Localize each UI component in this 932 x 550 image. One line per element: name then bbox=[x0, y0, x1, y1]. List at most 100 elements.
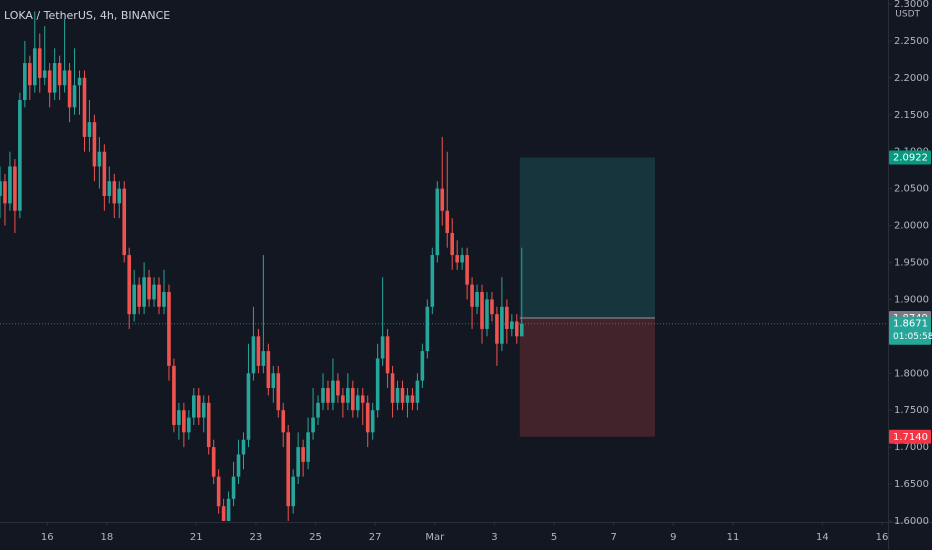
candle-body bbox=[514, 321, 519, 337]
candle-body bbox=[3, 181, 7, 204]
candle-body bbox=[331, 380, 335, 403]
candle-body bbox=[445, 210, 450, 233]
candle-body bbox=[122, 188, 127, 256]
candle-body bbox=[281, 410, 286, 433]
candle-body bbox=[286, 432, 291, 507]
candle-body bbox=[460, 255, 464, 263]
candle-body bbox=[261, 351, 266, 366]
candle-body bbox=[221, 506, 226, 521]
candle-body bbox=[216, 476, 221, 507]
candle-body bbox=[52, 63, 57, 93]
candle-body bbox=[87, 122, 92, 137]
x-tick-label: 3 bbox=[491, 532, 497, 543]
candle-body bbox=[465, 255, 469, 285]
x-tick-label: 18 bbox=[100, 532, 113, 543]
target-badge bbox=[889, 150, 931, 165]
candle-body bbox=[206, 402, 211, 448]
candle-body bbox=[72, 85, 77, 108]
candle-body bbox=[67, 70, 72, 108]
candle-body bbox=[360, 395, 365, 403]
candle-body bbox=[400, 388, 405, 403]
last-price-countdown: 01:05:58 bbox=[893, 332, 932, 342]
candle-body bbox=[251, 336, 256, 374]
candle-body bbox=[495, 314, 499, 344]
candle-body bbox=[172, 365, 176, 425]
candle-body bbox=[311, 417, 315, 433]
candle-body bbox=[23, 63, 27, 100]
x-tick-label: 9 bbox=[670, 532, 676, 543]
candle-body bbox=[415, 380, 420, 403]
candle-body bbox=[77, 77, 82, 86]
x-tick-label: 16 bbox=[41, 532, 54, 543]
candle-body bbox=[157, 284, 161, 307]
candle-body bbox=[162, 292, 166, 307]
candle-body bbox=[306, 432, 310, 462]
candle-body bbox=[142, 277, 146, 307]
candle-body bbox=[117, 188, 122, 204]
candle-body bbox=[152, 284, 156, 300]
candle-body bbox=[112, 181, 117, 204]
candle-body bbox=[271, 373, 276, 389]
candle-body bbox=[490, 299, 494, 315]
stop-badge bbox=[889, 429, 931, 444]
candle-body bbox=[301, 447, 305, 462]
candle-body bbox=[316, 402, 320, 418]
y-tick-label: 1.6500 bbox=[894, 479, 929, 490]
candle-body bbox=[420, 351, 425, 381]
candle-body bbox=[355, 395, 360, 411]
y-tick-label: 2.3000 bbox=[894, 0, 929, 10]
candle-body bbox=[256, 336, 261, 366]
candle-body bbox=[425, 306, 430, 352]
candle-body bbox=[351, 388, 355, 411]
candle-body bbox=[82, 77, 87, 137]
candle-body bbox=[62, 70, 67, 86]
candle-body bbox=[450, 232, 454, 256]
candle-body bbox=[341, 395, 345, 403]
candle-body bbox=[127, 255, 131, 315]
candle-body bbox=[405, 395, 410, 403]
candle-body bbox=[37, 48, 42, 78]
candle-body bbox=[480, 292, 484, 329]
candle-body bbox=[321, 388, 325, 403]
candle-body bbox=[167, 292, 171, 366]
candle-body bbox=[32, 48, 37, 86]
candle-body bbox=[475, 292, 479, 307]
candle-body bbox=[18, 99, 22, 211]
x-tick-label: 25 bbox=[309, 532, 322, 543]
candle-body bbox=[266, 351, 271, 389]
candle-body bbox=[276, 373, 281, 411]
y-tick-label: 2.0000 bbox=[894, 221, 929, 232]
candle-body bbox=[385, 336, 390, 374]
x-tick-label: 5 bbox=[551, 532, 557, 543]
candle-body bbox=[370, 410, 375, 433]
candle-body bbox=[102, 151, 107, 197]
candle-body bbox=[375, 358, 380, 411]
last-price-badge bbox=[889, 316, 931, 345]
candle-body bbox=[410, 395, 415, 403]
candle-body bbox=[395, 388, 400, 403]
candle-body bbox=[8, 166, 12, 204]
candle-body bbox=[226, 498, 231, 521]
candle-body bbox=[182, 410, 186, 433]
candle-body bbox=[13, 166, 17, 211]
candle-body bbox=[390, 373, 395, 403]
y-tick-label: 1.8000 bbox=[894, 368, 929, 379]
target-label: 2.0922 bbox=[893, 152, 928, 163]
x-tick-label: 11 bbox=[727, 532, 740, 543]
y-tick-label: 1.9000 bbox=[894, 294, 929, 305]
candle-body bbox=[346, 388, 350, 403]
y-tick-label: 1.6000 bbox=[894, 516, 929, 527]
candle-body bbox=[236, 454, 241, 477]
candle-body bbox=[430, 255, 435, 307]
candle-body bbox=[201, 402, 206, 418]
candle-body bbox=[296, 447, 300, 477]
candle-body bbox=[187, 417, 191, 433]
candle-body bbox=[92, 122, 97, 167]
stop-label: 1.7140 bbox=[893, 432, 928, 443]
candle-body bbox=[519, 323, 524, 337]
candle-body bbox=[435, 188, 440, 256]
currency-label: USDT bbox=[895, 10, 920, 20]
symbol-title: LOKA / TetherUS, 4h, BINANCE bbox=[4, 9, 170, 22]
candle-body bbox=[191, 395, 196, 418]
